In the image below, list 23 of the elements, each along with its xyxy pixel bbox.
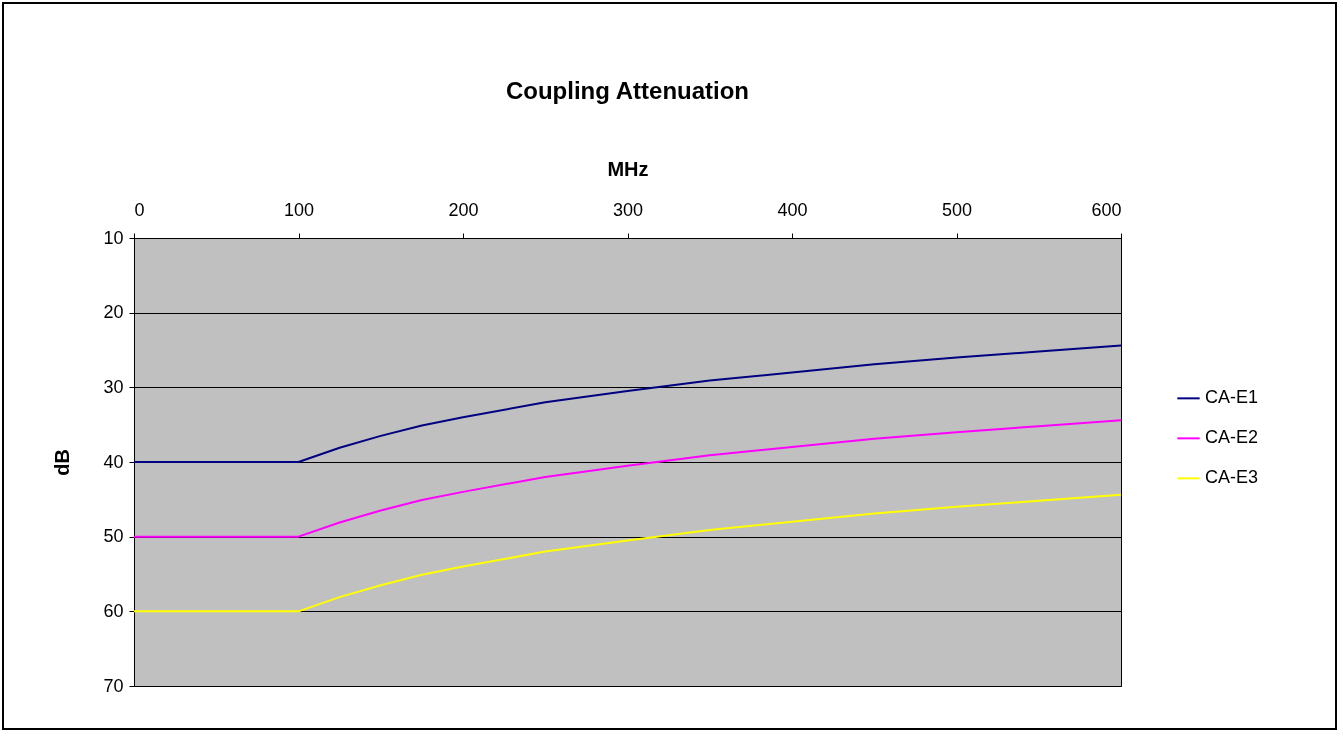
legend-label: CA-E2: [1205, 427, 1259, 448]
legend-label: CA-E1: [1205, 387, 1259, 408]
line-series: [133, 493, 1122, 613]
x-axis-title: MHz: [607, 157, 649, 180]
y-tick-label: 30: [103, 376, 124, 397]
legend-label: CA-E3: [1205, 467, 1259, 488]
x-tick-label: 600: [1091, 199, 1122, 220]
x-tick-label: 500: [941, 199, 973, 220]
y-tick-label: 20: [103, 302, 124, 323]
line-series: [133, 344, 1122, 463]
chart-title: Coupling Attenuation: [505, 77, 750, 104]
y-tick-label: 70: [103, 675, 124, 696]
x-tick-label: 200: [448, 199, 479, 220]
x-tick-label: 0: [134, 199, 145, 220]
y-axis-title: dB: [51, 449, 74, 476]
y-tick-label: 60: [103, 600, 124, 621]
y-tick-label: 40: [103, 451, 124, 472]
line-series: [133, 419, 1122, 538]
x-tick-label: 100: [283, 199, 315, 220]
x-tick-label: 400: [777, 199, 808, 220]
x-tick-label: 300: [612, 199, 644, 220]
y-tick-label: 50: [103, 526, 124, 547]
y-tick-label: 10: [103, 227, 124, 248]
